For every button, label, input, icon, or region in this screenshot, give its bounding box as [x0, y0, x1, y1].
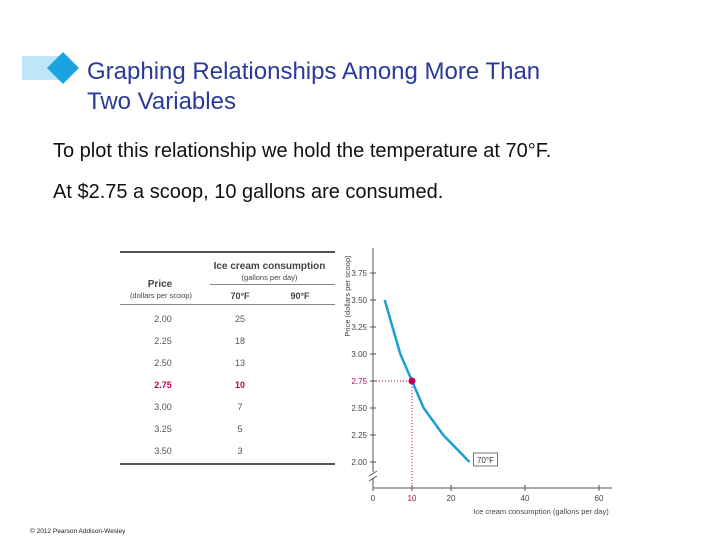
- x-tick-label: 40: [521, 494, 530, 503]
- series-label: 70°F: [477, 456, 494, 465]
- table-cell-70f: 18: [234, 336, 245, 346]
- table-cell-70f: 13: [234, 358, 245, 368]
- y-tick-label: 2.75: [351, 377, 367, 386]
- y-tick-label: 3.75: [351, 269, 367, 278]
- table-cell-price: 3.25: [154, 424, 172, 434]
- col-90f-header: 90°F: [290, 291, 310, 301]
- x-tick-label: 10: [408, 494, 417, 503]
- table-cell-price: 3.00: [154, 402, 172, 412]
- x-tick-label: 20: [447, 494, 456, 503]
- body-text-line2: At $2.75 a scoop, 10 gallons are consume…: [53, 181, 444, 203]
- table-cell-price: 2.00: [154, 314, 172, 324]
- highlight-point: [408, 377, 416, 385]
- table-cell-70f: 25: [234, 314, 245, 324]
- price-header: Price: [147, 279, 173, 290]
- table-cell-70f: 7: [237, 402, 243, 412]
- table-cell-price: 2.75: [154, 380, 172, 390]
- slide-title-line1: Graphing Relationships Among More Than: [87, 58, 541, 85]
- table-cell-70f: 3: [237, 446, 243, 456]
- x-axis-label: Ice cream consumption (gallons per day): [473, 507, 609, 516]
- x-tick-label: 60: [595, 494, 604, 503]
- title-diamond-icon: [22, 52, 79, 84]
- y-tick-label: 2.25: [351, 431, 367, 440]
- header-group-rule: [210, 284, 335, 285]
- table-cell-70f: 5: [237, 424, 243, 434]
- price-unit: (dollars per scoop): [129, 291, 193, 300]
- header-bottom-rule: [120, 304, 335, 305]
- y-tick-label: 3.25: [351, 323, 367, 332]
- copyright-text: © 2012 Pearson Addison-Wesley: [30, 528, 126, 535]
- table-bottom-rule: [120, 463, 335, 465]
- y-tick-label: 2.50: [351, 404, 367, 413]
- series-label-box: [473, 452, 498, 467]
- slide-title: Graphing Relationships Among More Than T…: [87, 57, 687, 117]
- table-cell-70f: 10: [234, 380, 245, 390]
- table-top-rule: [120, 251, 335, 253]
- table-cell-price: 2.25: [154, 336, 172, 346]
- body-text-line1: To plot this relationship we hold the te…: [53, 140, 552, 162]
- header-group-unit: (gallons per day): [241, 273, 298, 282]
- x-tick-label: 0: [371, 494, 376, 503]
- y-tick-label: 2.00: [351, 458, 367, 467]
- y-tick-label: 3.50: [351, 296, 367, 305]
- axis-break-icon: [368, 470, 378, 482]
- data-table: Ice cream consumption (gallons per day) …: [120, 251, 335, 466]
- table-cell-price: 2.50: [154, 358, 172, 368]
- y-axis-label: Price (dollars per scoop): [343, 255, 352, 337]
- y-tick-label: 3.00: [351, 350, 367, 359]
- col-70f-header: 70°F: [230, 291, 250, 301]
- slide-title-line2: Two Variables: [87, 88, 236, 115]
- header-group: Ice cream consumption: [213, 261, 326, 272]
- table-cell-price: 3.50: [154, 446, 172, 456]
